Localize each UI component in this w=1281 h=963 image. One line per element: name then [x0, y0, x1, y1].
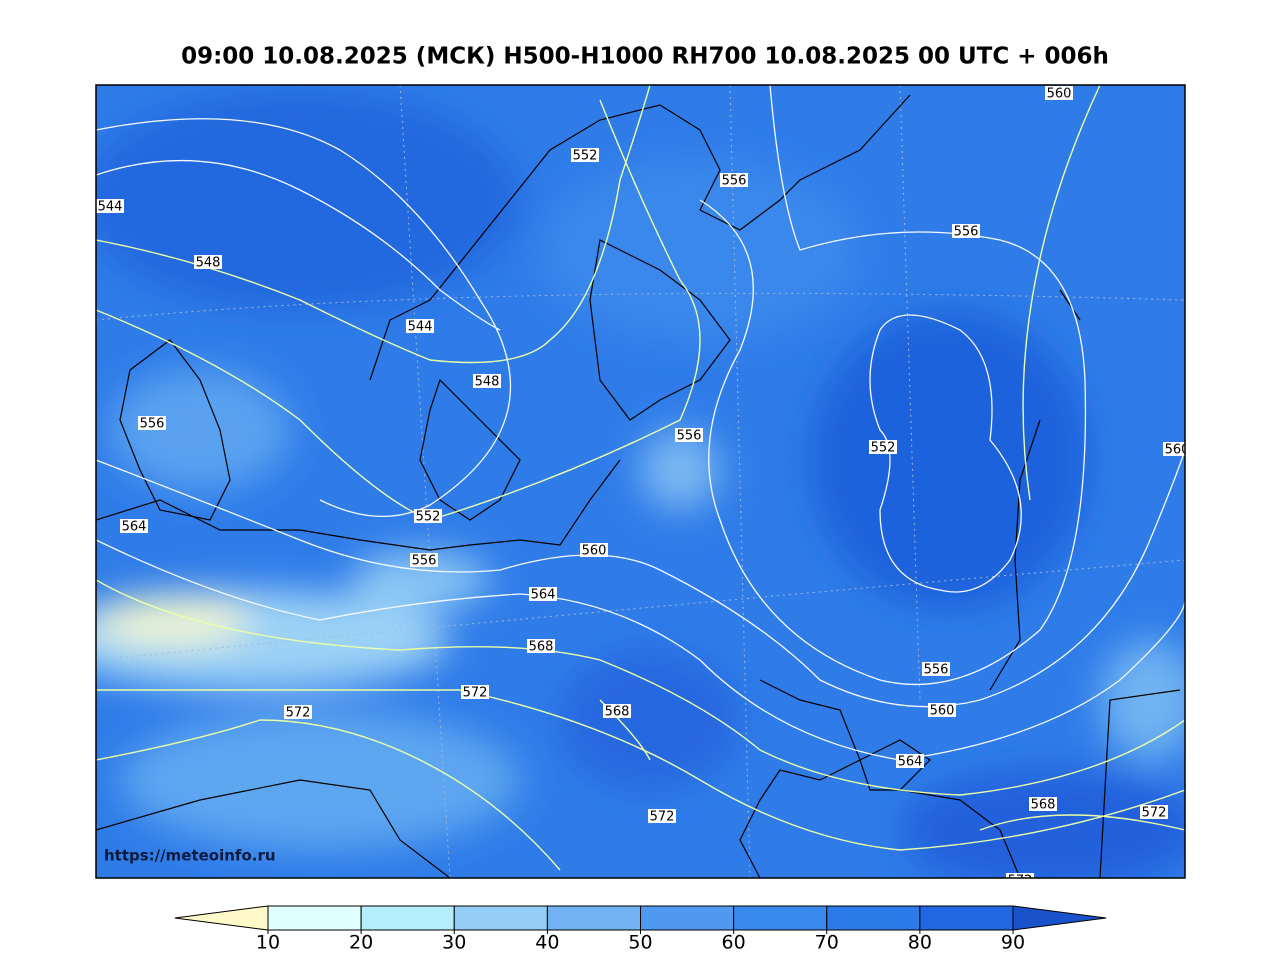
contour-label: 548: [475, 375, 500, 390]
contour-label: 560: [1165, 443, 1190, 458]
contour-label: 568: [1031, 798, 1056, 813]
label-box: [571, 148, 599, 162]
contour-label: 552: [871, 441, 896, 456]
label-box: [284, 705, 312, 719]
label-box: [580, 543, 608, 557]
label-box: [410, 553, 438, 567]
label-box: [138, 416, 166, 430]
contour-label: 544: [408, 320, 433, 335]
label-box: [1045, 86, 1073, 100]
contour-label: 572: [463, 686, 488, 701]
colorbar-tick-label: 30: [442, 932, 466, 954]
colorbar-tick-label: 60: [722, 932, 746, 954]
label-box: [461, 685, 489, 699]
humidity-field: [96, 90, 1185, 878]
label-box: [120, 519, 148, 533]
label-box: [922, 662, 950, 676]
colorbar-segment: [640, 905, 735, 931]
label-box: [928, 703, 956, 717]
colorbar-extend-high: [1012, 905, 1107, 931]
contour-label: 544: [98, 200, 123, 215]
label-box: [896, 754, 924, 768]
colorbar-tick-label: 10: [256, 932, 280, 954]
colorbar-segment: [360, 905, 455, 931]
watermark: https://meteoinfo.ru: [104, 847, 276, 865]
colorbar-extend-low: [174, 905, 269, 931]
contour-label: 572: [1008, 874, 1033, 889]
contour-label: 572: [1142, 806, 1167, 821]
colorbar-tick-label: 50: [628, 932, 652, 954]
colorbar-segment: [733, 905, 828, 931]
graticule: [96, 85, 1185, 878]
colorbar-tick-label: 80: [908, 932, 932, 954]
colorbar-tick-label: 90: [1001, 932, 1025, 954]
contour-label: 552: [573, 149, 598, 164]
contour-label: 564: [898, 755, 923, 770]
contour-label: 552: [416, 510, 441, 525]
contour-label: 560: [930, 704, 955, 719]
label-box: [869, 440, 897, 454]
label-box: [952, 224, 980, 238]
label-box: [527, 639, 555, 653]
contour-label: 568: [605, 705, 630, 720]
colorbar-segment: [267, 905, 362, 931]
title: 09:00 10.08.2025 (МСК) H500-H1000 RH700 …: [181, 44, 1109, 70]
label-box: [675, 428, 703, 442]
map: 560 552 556 544 556 548 544 548 556 556 552 560 564 5…: [96, 85, 1190, 889]
label-box: [603, 704, 631, 718]
label-box: [1140, 805, 1168, 819]
colorbar-tick-label: 70: [815, 932, 839, 954]
contour-label: 556: [412, 554, 437, 569]
contour-label: 560: [1047, 87, 1072, 102]
label-box: [96, 199, 124, 213]
label-box: [1029, 797, 1057, 811]
contour-label: 572: [650, 810, 675, 825]
contour-label: 556: [677, 429, 702, 444]
contour-labels: 560 552 556 544 556 548 544 548 556 556 552 560 564 5…: [96, 86, 1190, 889]
map-frame: [95, 84, 1186, 879]
colorbar-segment: [826, 905, 921, 931]
contour-label: 556: [954, 225, 979, 240]
contour-label: 564: [531, 588, 556, 603]
contour-label: 572: [286, 706, 311, 721]
coastlines: [96, 94, 1181, 878]
contour-label: 560: [582, 544, 607, 559]
colorbar-segment: [546, 905, 641, 931]
contour-label: 548: [196, 256, 221, 271]
colorbar: 10 20 30 40 50 60 70 80 90: [174, 905, 1107, 954]
label-box: [414, 509, 442, 523]
contour-label: 564: [122, 520, 147, 535]
colorbar-tick-label: 40: [535, 932, 559, 954]
label-box: [1006, 873, 1034, 878]
contour-label: 568: [529, 640, 554, 655]
label-box: [473, 374, 501, 388]
contour-label: 556: [924, 663, 949, 678]
contour-label: 556: [140, 417, 165, 432]
colorbar-segment: [453, 905, 548, 931]
label-box: [648, 809, 676, 823]
label-box: [1163, 442, 1185, 456]
label-box: [720, 173, 748, 187]
label-box: [529, 587, 557, 601]
contours: [96, 85, 1185, 871]
contour-label: 556: [722, 174, 747, 189]
label-box: [194, 255, 222, 269]
label-box: [406, 319, 434, 333]
colorbar-tick-label: 20: [349, 932, 373, 954]
colorbar-segment: [919, 905, 1014, 931]
